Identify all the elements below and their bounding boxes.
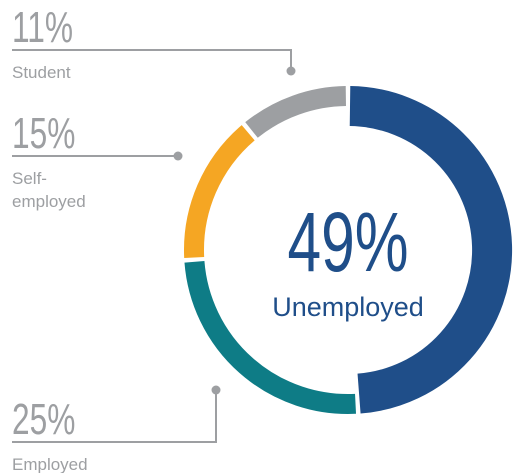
student-leader	[12, 49, 292, 70]
self-employed-label-line-2: employed	[12, 192, 86, 211]
student-leader-dot	[286, 66, 296, 76]
center-category-label: Unemployed	[272, 292, 424, 322]
employed-label: Employed	[12, 455, 88, 473]
segment-student	[245, 86, 347, 138]
segment-employed	[184, 260, 357, 414]
self-employed-leader-dot	[173, 151, 183, 161]
employed-percentage: 25%	[12, 395, 75, 444]
donut-segments	[184, 86, 513, 414]
student-label: Student	[12, 63, 71, 82]
center-percentage: 49%	[287, 195, 408, 289]
self-employed-percentage: 15%	[12, 109, 75, 158]
student-percentage: 11%	[12, 3, 73, 52]
employed-leader	[12, 392, 217, 443]
employed-leader-dot	[211, 385, 221, 395]
segment-unemployed	[349, 86, 513, 414]
segment-self-employed	[184, 125, 255, 259]
self-employed-label-line-1: Self-	[12, 169, 47, 188]
leader-lines	[12, 49, 296, 443]
